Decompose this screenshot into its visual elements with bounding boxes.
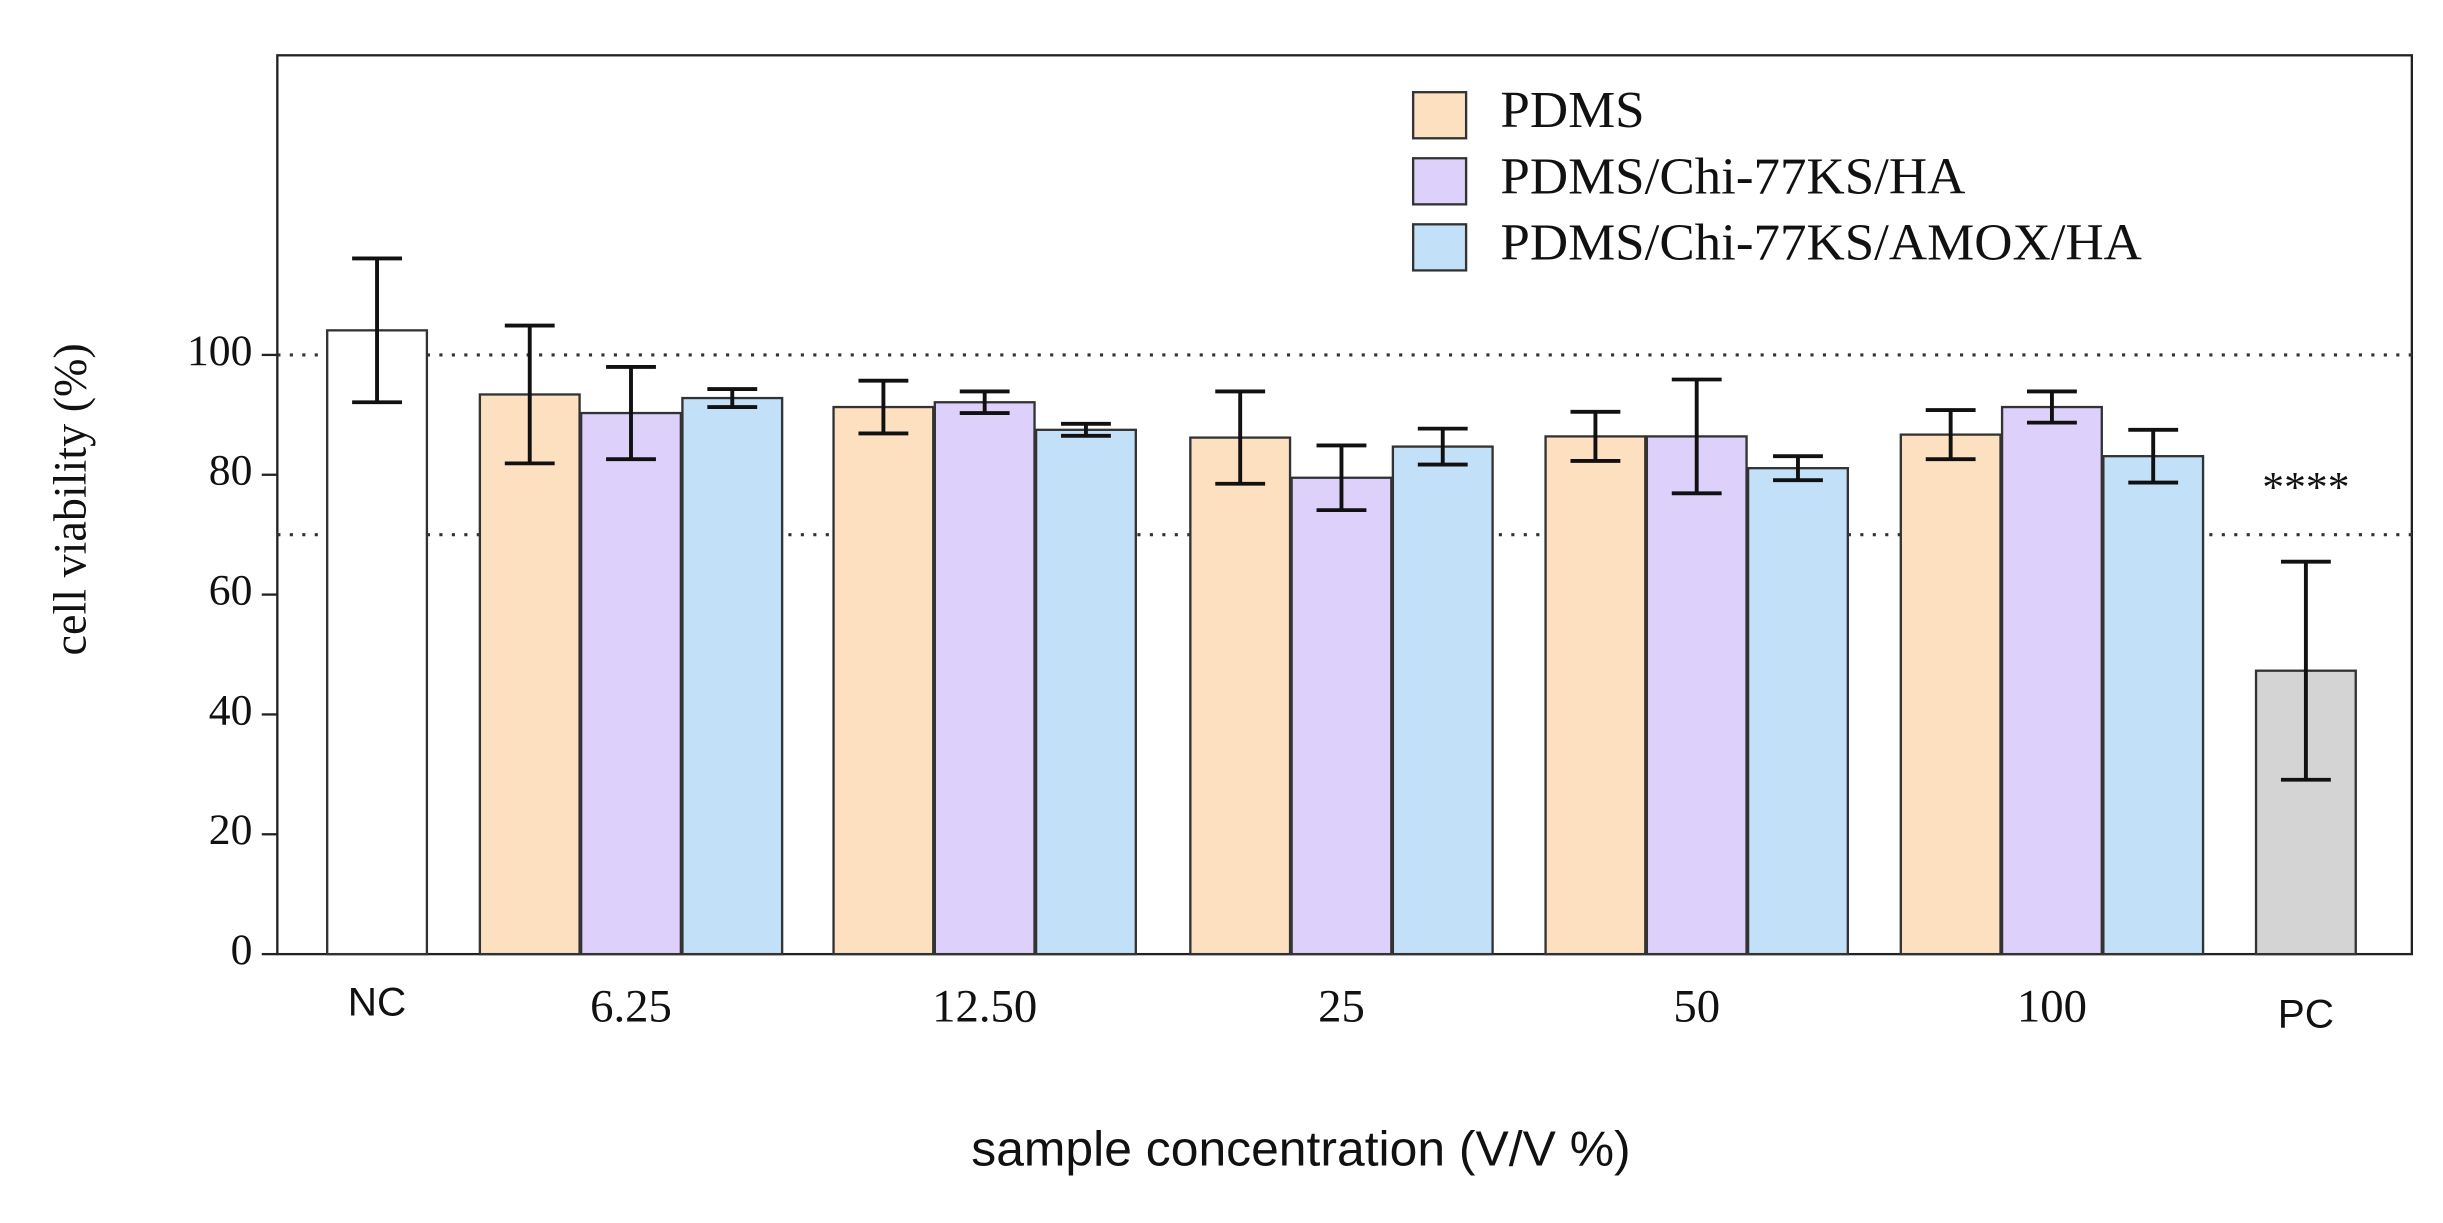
legend-label: PDMS/Chi-77KS/HA [1500, 148, 1965, 206]
error-bar [352, 256, 402, 405]
bar [1189, 436, 1292, 956]
bar [579, 411, 683, 956]
bar [1290, 476, 1393, 956]
bar [933, 401, 1036, 956]
bar [832, 405, 935, 956]
error-bar [1316, 443, 1367, 513]
error-bar [2128, 427, 2179, 485]
bar [1899, 433, 2002, 956]
error-bar [1925, 408, 1976, 462]
legend-label: PDMS [1500, 82, 1644, 140]
x-tick-label: 50 [1673, 982, 1720, 1033]
error-bar [959, 389, 1010, 415]
y-tick-label: 20 [209, 806, 253, 854]
bar [1746, 467, 1849, 956]
bar [2102, 455, 2205, 956]
y-tick-label: 80 [209, 447, 253, 495]
x-tick-label: 12.50 [932, 982, 1037, 1033]
y-tick-label: 60 [209, 567, 253, 615]
bar [1034, 428, 1137, 956]
x-tick-label: 25 [1318, 982, 1365, 1033]
error-bar [2280, 559, 2331, 782]
error-bar [1417, 426, 1468, 467]
error-bar [1061, 421, 1111, 438]
x-tick-label: 100 [2017, 982, 2087, 1033]
x-tick-label: PC [2278, 992, 2334, 1037]
y-tick-label: 0 [231, 926, 253, 974]
bar [1544, 435, 1647, 956]
error-bar [504, 323, 555, 466]
significance-annotation: **** [2262, 464, 2349, 512]
x-axis-label: sample concentration (V/V %) [971, 1122, 1630, 1177]
y-tick-label: 100 [187, 327, 252, 375]
bar [2000, 405, 2103, 956]
error-bar [1773, 454, 1823, 483]
bar [478, 393, 581, 956]
legend-label: PDMS/Chi-77KS/AMOX/HA [1500, 214, 2142, 272]
error-bar [1570, 409, 1621, 463]
y-axis-label: cell viability (%) [45, 343, 96, 655]
x-tick-label: NC [348, 980, 406, 1025]
error-bar [707, 387, 758, 409]
x-tick-label: 6.25 [590, 982, 672, 1033]
legend-swatch [1411, 157, 1468, 206]
bar [681, 396, 784, 956]
y-tick-label: 40 [209, 687, 253, 735]
legend-swatch [1411, 223, 1468, 272]
error-bar [1215, 389, 1266, 486]
error-bar [606, 364, 656, 462]
bar [326, 329, 429, 956]
bar [1391, 445, 1494, 956]
bar [1645, 435, 1748, 956]
error-bar [858, 378, 909, 436]
error-bar [1671, 377, 1722, 496]
error-bar [2027, 389, 2077, 425]
legend-swatch [1411, 91, 1468, 140]
